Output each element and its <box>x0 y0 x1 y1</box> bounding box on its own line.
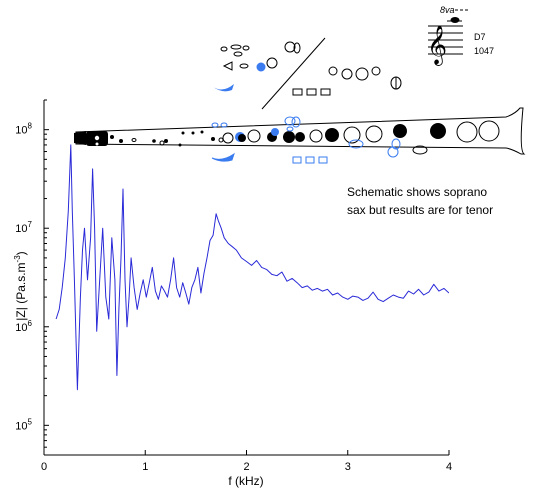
impedance-series-line <box>55 144 449 391</box>
sax-tone-holes <box>222 120 500 155</box>
x-tick-label: 3 <box>345 461 351 473</box>
y-axis-label-main: |Z| (Pa.s.m <box>14 262 28 320</box>
saxophone-schematic: 𝄞 8va D7 1047 <box>74 5 526 164</box>
fingering-note-frequency: 1047 <box>474 46 494 56</box>
octave-mark: 8va <box>440 5 455 15</box>
sax-key-indicators-blue <box>211 116 399 164</box>
music-staff: 𝄞 8va <box>427 5 470 66</box>
annotation-line-1: Schematic shows soprano <box>347 185 487 199</box>
plot-axes: 0 1 2 3 4 105 106 107 108 <box>15 99 452 473</box>
y-axis-label-tail: ) <box>14 251 28 255</box>
note-head <box>450 17 460 23</box>
sax-small-keys <box>110 130 224 147</box>
x-tick-label: 2 <box>243 461 249 473</box>
fingering-chart <box>212 37 402 110</box>
sax-ligature-screw-2 <box>95 142 99 146</box>
sax-body-outline <box>75 107 526 155</box>
y-axis-label-exponent: -3 <box>13 255 22 263</box>
y-tick-label: 106 <box>15 319 32 334</box>
sax-ligature-screw <box>94 135 100 141</box>
x-tick-label: 1 <box>142 461 148 473</box>
y-axis-label: |Z| (Pa.s.m-3) <box>13 251 28 320</box>
x-tick-label: 4 <box>446 461 452 473</box>
treble-clef-icon: 𝄞 <box>427 25 447 66</box>
sax-mouthpiece <box>74 131 86 145</box>
y-tick-label: 105 <box>15 417 32 432</box>
x-tick-label: 0 <box>41 461 47 473</box>
annotation-line-2: sax but results are for tenor <box>347 203 493 217</box>
fingering-note-name: D7 <box>474 32 486 42</box>
y-tick-label: 108 <box>15 122 32 137</box>
x-axis-label: f (kHz) <box>228 474 263 488</box>
y-tick-label: 107 <box>15 220 32 235</box>
